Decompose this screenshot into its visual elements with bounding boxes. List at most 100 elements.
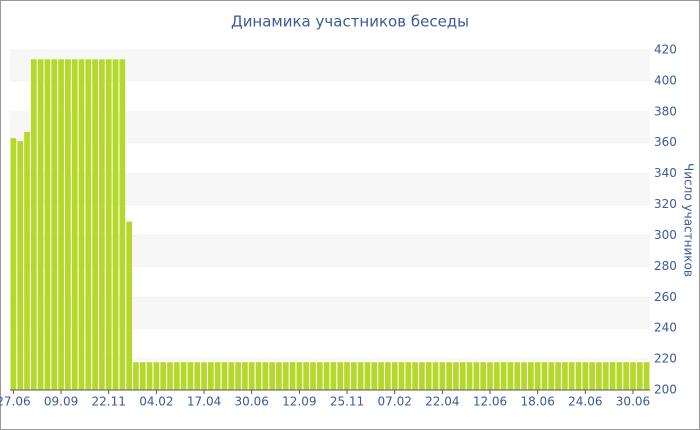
bar (146, 362, 153, 390)
bar (17, 141, 24, 390)
bar (160, 362, 167, 390)
y-tick-label: 220 (654, 352, 677, 366)
bar (65, 59, 71, 390)
x-tick-label: 25.11 (330, 395, 364, 409)
bar (119, 59, 126, 390)
bar (371, 362, 378, 390)
bar (453, 362, 459, 390)
x-tick-label: 30.06 (235, 395, 269, 409)
bar (562, 362, 568, 390)
bar (616, 362, 623, 390)
bar (357, 362, 364, 390)
bar (555, 362, 561, 390)
bar (296, 362, 303, 390)
bar (391, 362, 398, 390)
bar (242, 362, 248, 390)
bar (459, 362, 466, 390)
bar (269, 362, 275, 390)
bar (289, 362, 296, 390)
bar (201, 362, 207, 390)
bar (521, 362, 527, 390)
bar (180, 362, 187, 390)
y-tick-label: 380 (654, 104, 677, 118)
bar (133, 362, 139, 390)
bar (105, 59, 112, 390)
bar (255, 362, 262, 390)
bar (78, 59, 85, 390)
x-tick-label: 24.06 (568, 395, 602, 409)
chart-title: Динамика участников беседы (231, 13, 469, 31)
bar (596, 362, 602, 390)
bar (643, 362, 650, 390)
bar (187, 362, 194, 390)
x-tick-label: 04.02 (139, 395, 173, 409)
x-tick-label: 17.04 (187, 395, 221, 409)
bar (337, 362, 344, 390)
bar (364, 362, 371, 390)
bar (282, 362, 289, 390)
bar (527, 362, 534, 390)
bar (44, 59, 51, 390)
bar (139, 362, 146, 390)
bar (323, 362, 330, 390)
bar (330, 362, 337, 390)
bar (303, 362, 310, 390)
y-tick-label: 320 (654, 197, 677, 211)
bar (92, 59, 98, 390)
y-tick-label: 400 (654, 73, 677, 87)
bar (609, 362, 616, 390)
bar (173, 362, 180, 390)
bar (602, 362, 609, 390)
y-tick-label: 260 (654, 290, 677, 304)
bar (85, 59, 92, 390)
bar (112, 59, 119, 390)
y-tick-label: 340 (654, 166, 677, 180)
y-tick-label: 240 (654, 321, 677, 335)
x-tick-label: 07.02 (378, 395, 412, 409)
bar (30, 59, 37, 390)
bar (636, 362, 643, 390)
bar (262, 362, 269, 390)
bar (248, 362, 255, 390)
bar (194, 362, 201, 390)
bar (58, 59, 64, 390)
bar (575, 362, 582, 390)
y-tick-label: 420 (654, 43, 677, 57)
bar (432, 362, 439, 390)
x-tick-label: 27.06 (0, 395, 31, 409)
bar (99, 59, 105, 390)
bar (276, 362, 282, 390)
bar (466, 362, 473, 390)
bar (316, 362, 323, 390)
bar (126, 221, 133, 390)
bar (37, 59, 44, 390)
x-tick-label: 30.06 (616, 395, 650, 409)
y-tick-label: 300 (654, 228, 677, 242)
bar (507, 362, 514, 390)
bar (425, 362, 432, 390)
x-tick-label: 22.11 (92, 395, 126, 409)
bar (10, 138, 17, 390)
bar (480, 362, 487, 390)
bar (378, 362, 384, 390)
bar (548, 362, 555, 390)
bar (623, 362, 630, 390)
bar (493, 362, 500, 390)
bar (214, 362, 221, 390)
bar (582, 362, 589, 390)
bar (235, 362, 241, 390)
bar (398, 362, 405, 390)
x-tick-label: 09.09 (44, 395, 78, 409)
bar (514, 362, 521, 390)
bar (534, 362, 541, 390)
bar (24, 131, 30, 390)
bar (589, 362, 595, 390)
bar (446, 362, 453, 390)
y-tick-label: 200 (654, 383, 677, 397)
bar (419, 362, 425, 390)
bar (487, 362, 493, 390)
bar (167, 362, 173, 390)
bar (350, 362, 357, 390)
bar (439, 362, 446, 390)
bar (568, 362, 575, 390)
